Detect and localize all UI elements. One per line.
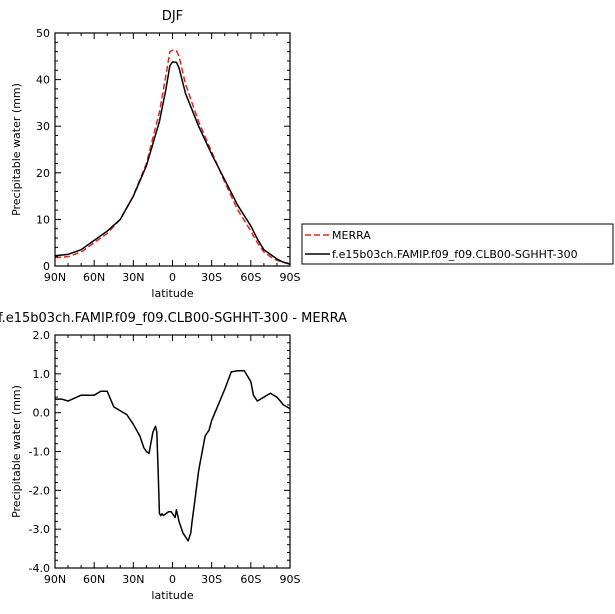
legend-label: f.e15b03ch.FAMIP.f09_f09.CLB00-SGHHT-300 xyxy=(332,248,578,261)
y-axis-title: Precipitable water (mm) xyxy=(10,83,23,216)
x-tick-label: 30N xyxy=(122,271,144,284)
y-tick-label: 2.0 xyxy=(33,329,51,342)
x-axis-title: latitude xyxy=(151,287,193,300)
y-tick-label: -4.0 xyxy=(29,562,50,575)
x-tick-label: 90S xyxy=(280,271,301,284)
legend-label: MERRA xyxy=(332,229,371,242)
y-tick-label: -2.0 xyxy=(29,484,50,497)
y-tick-label: -3.0 xyxy=(29,523,50,536)
x-tick-label: 90S xyxy=(280,573,301,586)
y-tick-label: -1.0 xyxy=(29,446,50,459)
y-tick-label: 30 xyxy=(36,120,50,133)
y-tick-label: 50 xyxy=(36,27,50,40)
chart-title: DJF xyxy=(162,9,183,24)
y-axis-title: Precipitable water (mm) xyxy=(10,385,23,518)
y-tick-label: 1.0 xyxy=(33,368,51,381)
series-line-1-0 xyxy=(55,369,291,542)
x-tick-label: 60N xyxy=(83,573,105,586)
plot-frame xyxy=(54,32,291,267)
y-tick-label: 0.0 xyxy=(33,407,51,420)
x-tick-label: 60S xyxy=(240,271,261,284)
legend-box xyxy=(301,223,614,265)
x-tick-label: 0 xyxy=(169,573,176,586)
y-tick-label: 20 xyxy=(36,167,50,180)
x-tick-label: 30S xyxy=(201,271,222,284)
x-tick-label: 90N xyxy=(44,271,66,284)
x-tick-label: 0 xyxy=(169,271,176,284)
series-line-0-0 xyxy=(54,49,291,265)
x-axis-title: latitude xyxy=(151,589,193,602)
x-tick-label: 60S xyxy=(240,573,261,586)
x-tick-label: 90N xyxy=(44,573,66,586)
y-tick-label: 10 xyxy=(36,213,50,226)
chart-title: f.e15b03ch.FAMIP.f09_f09.CLB00-SGHHT-300… xyxy=(0,311,347,326)
x-tick-label: 30S xyxy=(201,573,222,586)
x-tick-label: 60N xyxy=(83,271,105,284)
x-tick-label: 30N xyxy=(122,573,144,586)
y-tick-label: 40 xyxy=(36,74,50,87)
plot-frame xyxy=(54,334,291,569)
y-tick-label: 0 xyxy=(43,260,50,273)
series-line-0-1 xyxy=(54,61,291,265)
